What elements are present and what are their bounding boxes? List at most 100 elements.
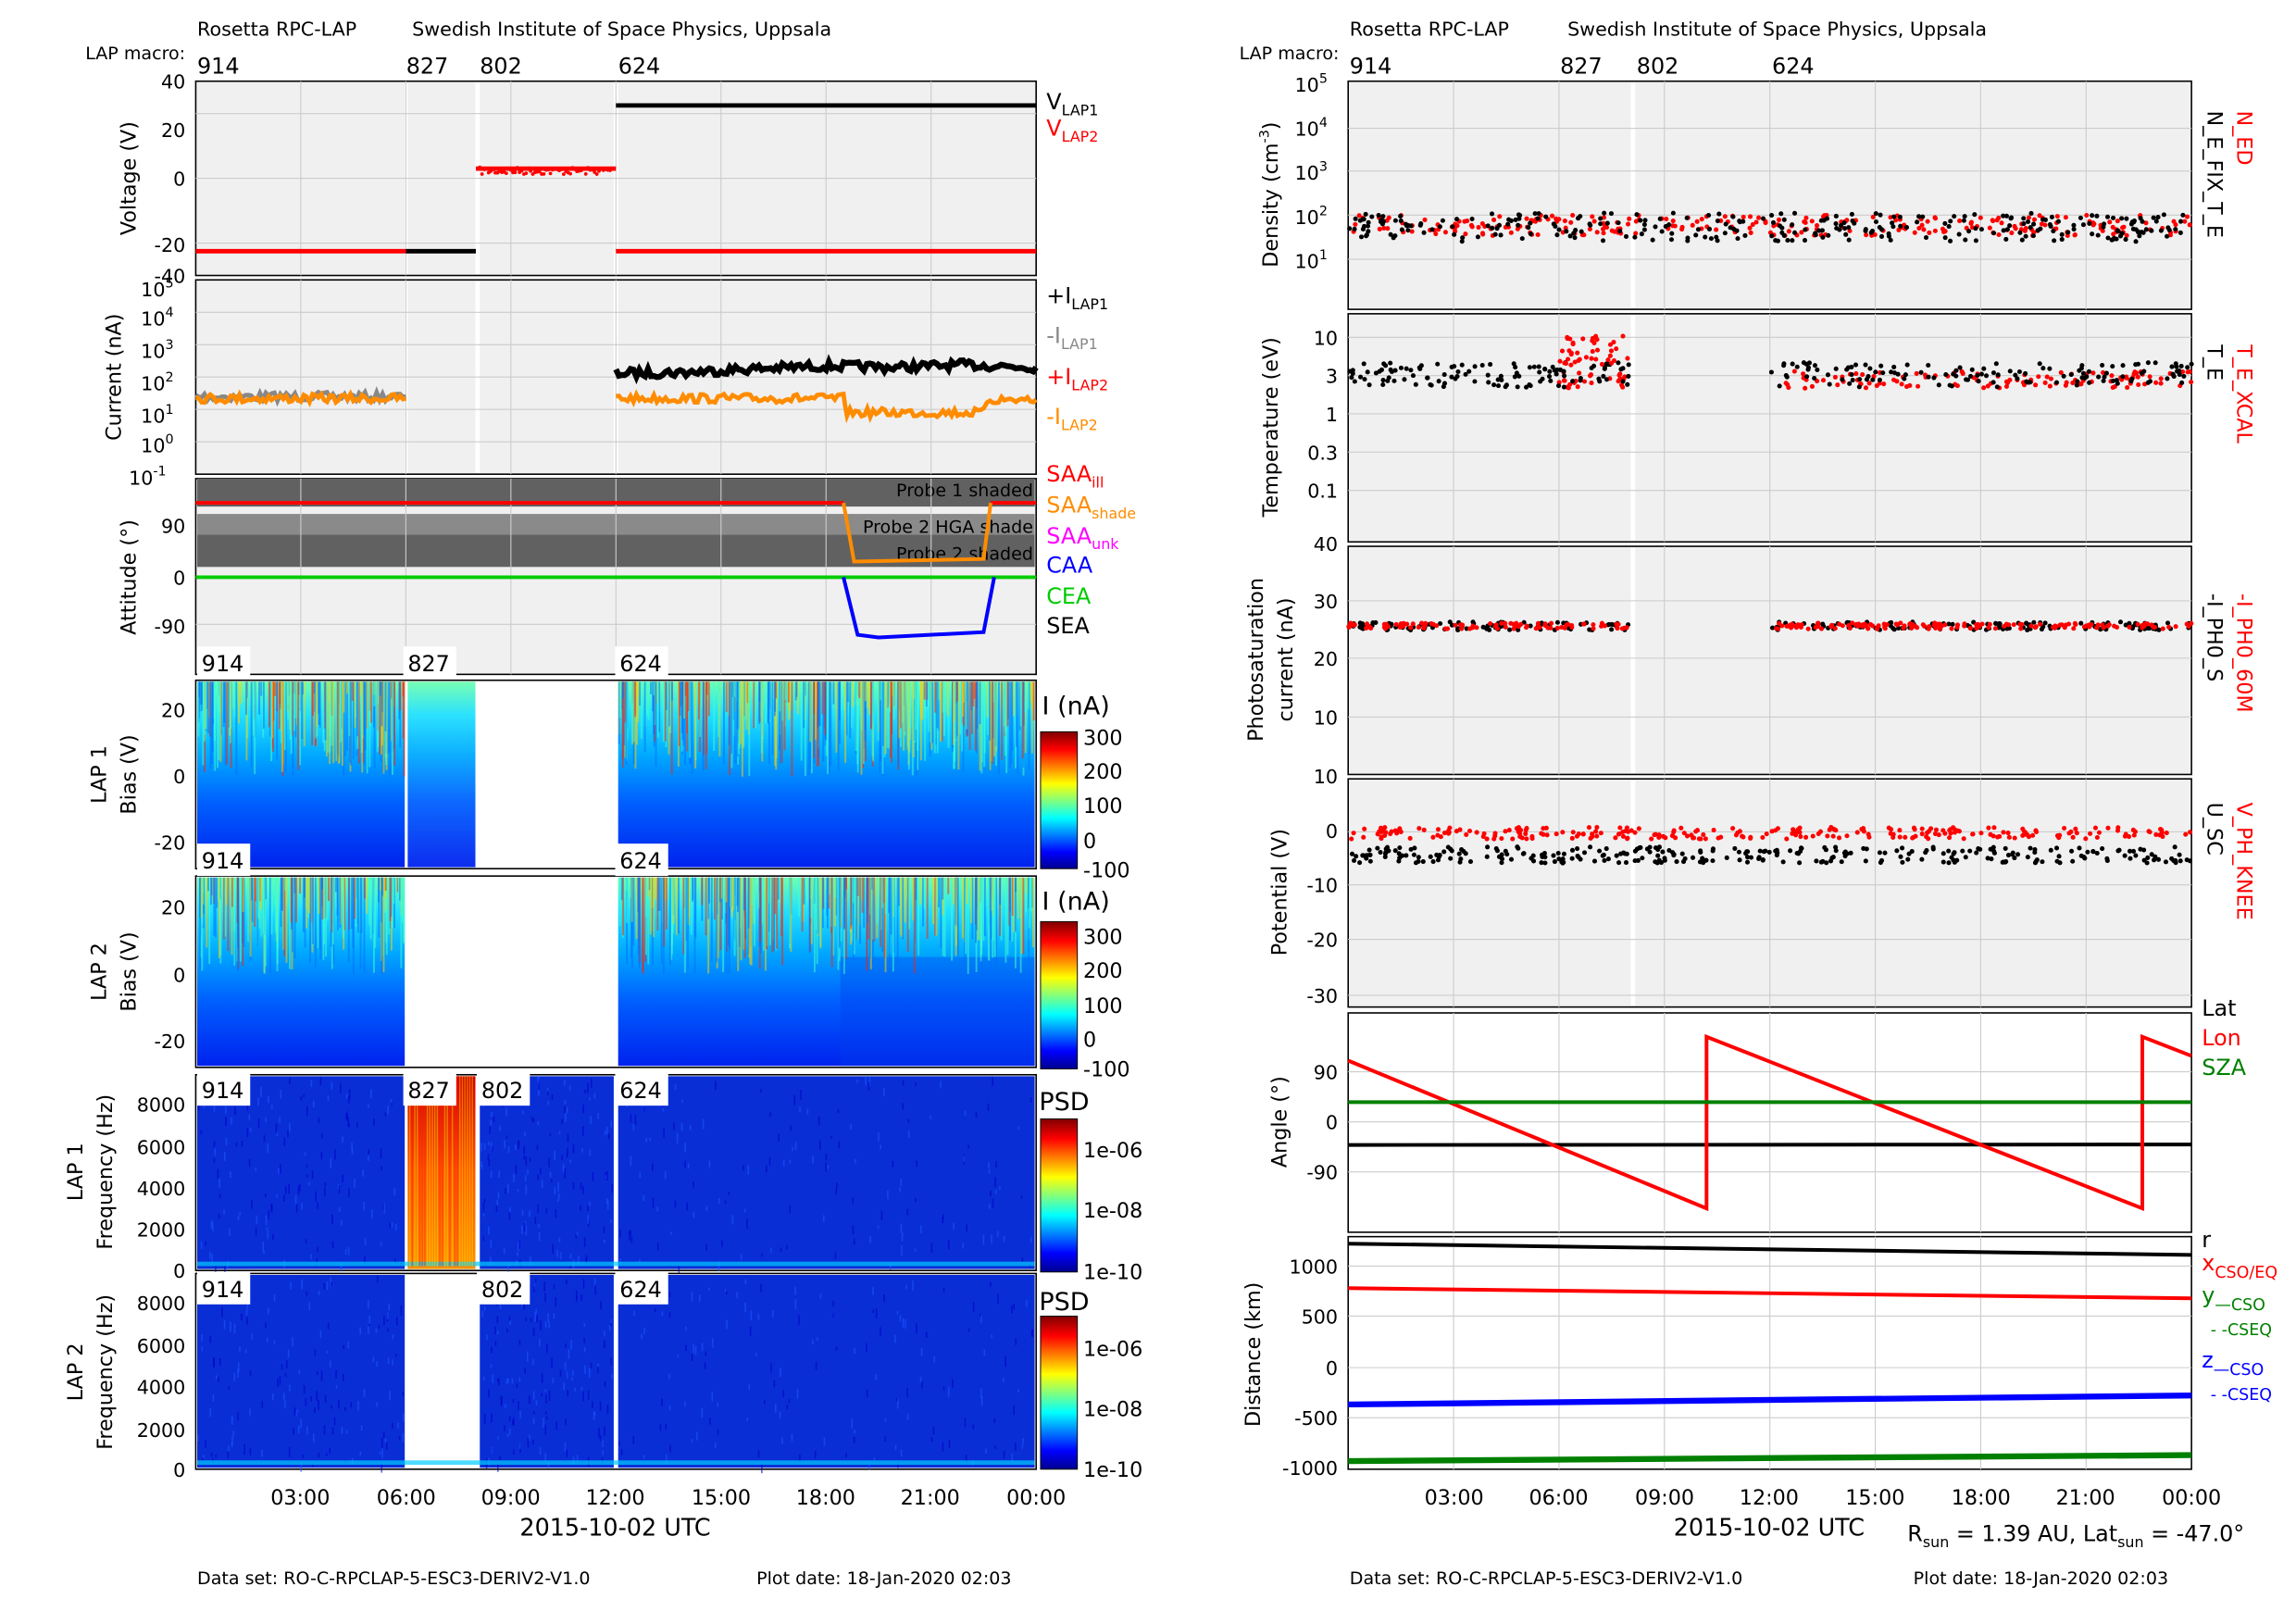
heatmap-cell <box>335 1384 338 1390</box>
heatmap-cell <box>750 877 753 966</box>
heatmap-cell <box>490 1240 493 1249</box>
heatmap-cell <box>1029 877 1032 912</box>
heatmap-cell <box>656 1206 658 1212</box>
temp-ytick: 10 <box>1314 327 1338 349</box>
point--i_ph0_60m <box>1503 624 1508 630</box>
heatmap-cell <box>782 1159 785 1167</box>
point-t_e <box>1504 382 1509 388</box>
heatmap-cell <box>919 1225 922 1234</box>
point-n_ed <box>2023 225 2028 231</box>
heatmap-cell <box>867 1081 870 1091</box>
point-n_e_fix_t_e <box>2094 213 2100 219</box>
heatmap-cell <box>718 1261 720 1272</box>
point-u_sc <box>2104 856 2110 861</box>
point-t_e <box>2100 362 2105 369</box>
point-n_e_fix_t_e <box>1641 227 1647 232</box>
point-n_ed <box>1664 216 1669 222</box>
heatmap-cell <box>725 877 728 973</box>
heatmap-cell <box>260 681 263 696</box>
psd2-ylabel-1: LAP 2 <box>64 1343 88 1402</box>
point-n_e_fix_t_e <box>2078 215 2083 220</box>
point-v_ph_knee <box>1580 831 1586 837</box>
heatmap-cell <box>333 1417 336 1426</box>
point-n_e_fix_t_e <box>1706 226 1713 232</box>
heatmap-cell <box>486 1334 488 1341</box>
point-n_e_fix_t_e <box>2001 228 2006 233</box>
point-n_ed <box>2107 219 2113 225</box>
heatmap-cell <box>606 1201 609 1210</box>
heatmap-cell <box>733 877 736 956</box>
heatmap-cell <box>532 1327 535 1337</box>
heatmap-cell <box>324 1395 327 1403</box>
heatmap-cell <box>347 1117 350 1127</box>
heatmap-cell <box>838 877 841 948</box>
heatmap-cell <box>376 1402 378 1407</box>
point--i_ph0_60m <box>1837 621 1842 627</box>
point-t_e <box>1783 372 1789 379</box>
heatmap-cell <box>790 1125 792 1131</box>
heatmap-cell <box>815 1361 817 1370</box>
point-n_e_fix_t_e <box>2137 233 2142 239</box>
point-u_sc <box>1499 860 1504 866</box>
point-t_e_xcal <box>1981 385 1987 391</box>
heatmap-cell <box>851 877 854 942</box>
point--i_ph0_60m <box>1488 620 1493 627</box>
point-t_e <box>2087 380 2092 385</box>
heatmap-cell <box>522 1110 524 1115</box>
point-t_e <box>1366 382 1372 388</box>
heatmap-cell <box>347 1095 350 1105</box>
heatmap-cell <box>219 877 222 964</box>
point-t_e <box>1391 378 1397 383</box>
point-u_sc <box>2115 848 2121 854</box>
point-t_e_xcal <box>1557 358 1563 364</box>
point-t_e <box>1362 377 1367 382</box>
heatmap-cell <box>768 877 770 932</box>
heatmap-cell <box>966 877 968 905</box>
point-n_e_fix_t_e <box>2140 230 2146 235</box>
point-t_e_xcal <box>2090 370 2096 376</box>
heatmap-cell <box>499 1455 501 1461</box>
heatmap-cell <box>202 681 205 766</box>
heatmap-cell <box>662 681 665 743</box>
point-v_ph_knee <box>1656 834 1662 841</box>
heatmap-cell <box>724 1200 727 1204</box>
heatmap-cell <box>265 877 268 900</box>
heatmap-cell <box>359 1327 361 1335</box>
heatmap-cell <box>384 1438 387 1443</box>
dist-ytick: 500 <box>1302 1305 1338 1328</box>
heatmap-cell <box>691 1291 693 1302</box>
heatmap-cell <box>693 1181 694 1188</box>
heatmap-cell <box>525 1226 528 1236</box>
point-v_ph_knee <box>1784 836 1790 842</box>
point-n_e_fix_t_e <box>2101 224 2106 230</box>
point-t_e <box>1812 375 1817 381</box>
heatmap-cell <box>770 1363 772 1373</box>
point-n_ed <box>2110 224 2115 230</box>
heatmap-cell <box>330 877 332 947</box>
heatmap-cell <box>779 681 781 712</box>
heatmap-cell <box>789 681 792 711</box>
point-v_ph_knee <box>1598 831 1603 836</box>
heatmap-cell <box>351 681 354 701</box>
heatmap-cell <box>270 1105 273 1109</box>
point-v_ph_knee <box>1457 827 1463 832</box>
point-v_ph_knee <box>1351 831 1356 836</box>
heatmap-cell <box>565 1418 567 1425</box>
svg-text:103: 103 <box>141 338 173 363</box>
heatmap-cell <box>711 1338 714 1348</box>
point-v_ph_knee <box>1791 827 1796 832</box>
point--i_ph0_s <box>2031 619 2037 625</box>
heatmap-cell <box>351 1149 354 1155</box>
heatmap-cell <box>530 1256 531 1266</box>
point-n_e_fix_t_e <box>1685 238 1691 244</box>
heatmap-cell <box>761 1463 763 1474</box>
point-u_sc <box>2010 850 2015 856</box>
heatmap-cell <box>582 1126 584 1137</box>
heatmap-cell <box>480 1164 483 1169</box>
heatmap-cell <box>246 1103 249 1111</box>
plot-date-left: Plot date: 18-Jan-2020 02:03 <box>756 1568 1011 1589</box>
point-t_e <box>1561 384 1566 390</box>
point-n_e_fix_t_e <box>1890 224 1896 230</box>
heatmap-cell <box>311 877 314 945</box>
heatmap-cell <box>1025 877 1028 913</box>
